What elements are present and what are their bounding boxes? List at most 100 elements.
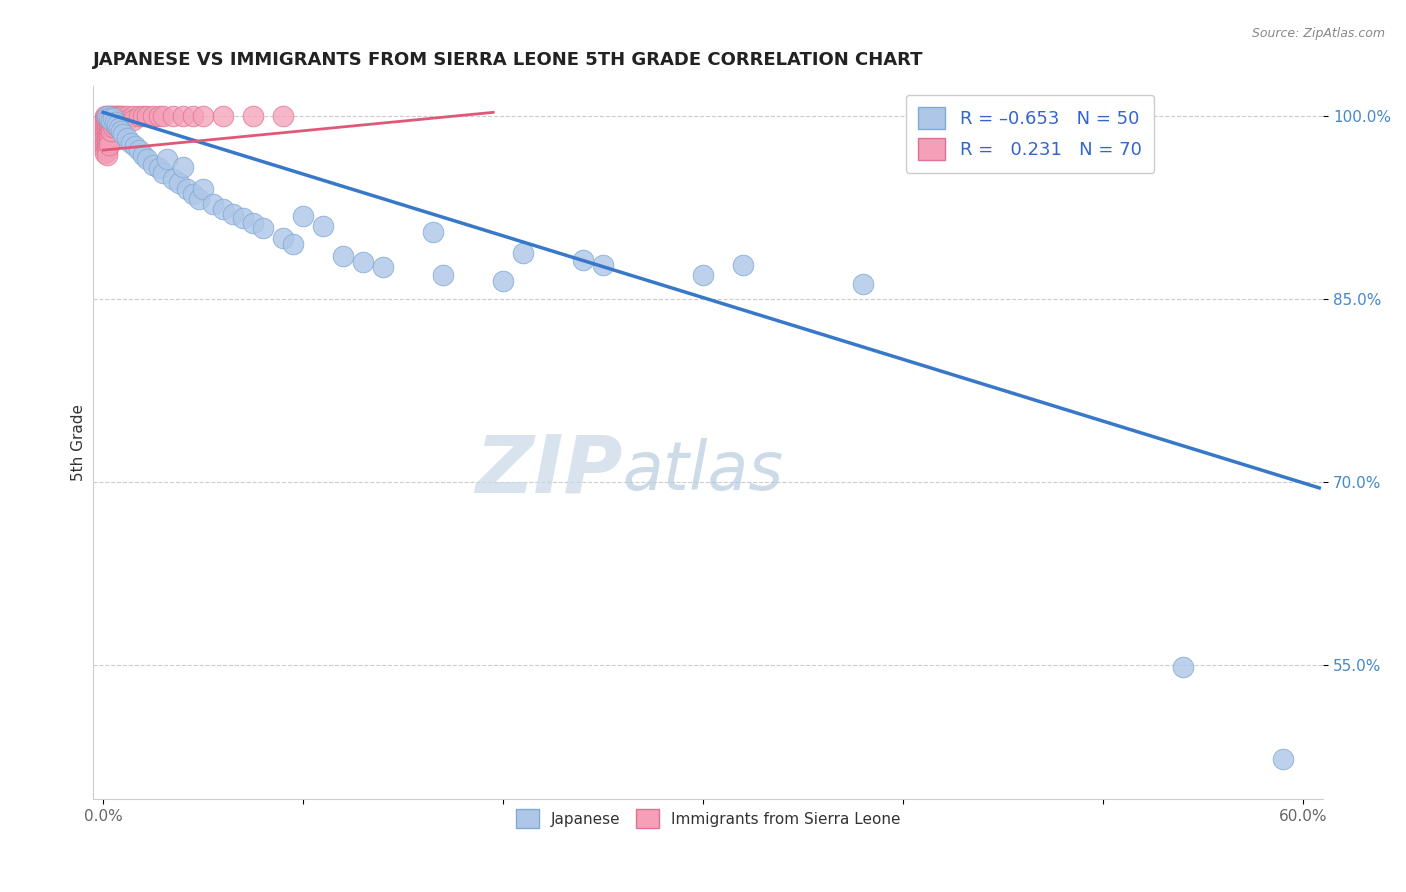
Point [271, 109, 294, 123]
Point [98, 109, 121, 123]
Point [152, 166, 174, 180]
Point [105, 109, 128, 123]
Point [142, 109, 165, 123]
Point [422, 225, 444, 239]
Point [94, 123, 117, 137]
Point [181, 187, 204, 202]
Point [128, 143, 150, 157]
Point [104, 112, 127, 127]
Point [94, 145, 117, 160]
Point [271, 231, 294, 245]
Point [96, 122, 118, 136]
Point [193, 109, 215, 123]
Point [108, 114, 131, 128]
Point [103, 120, 125, 134]
Text: JAPANESE VS IMMIGRANTS FROM SIERRA LEONE 5TH GRADE CORRELATION CHART: JAPANESE VS IMMIGRANTS FROM SIERRA LEONE… [93, 51, 924, 69]
Point [181, 109, 204, 123]
Point [94, 112, 117, 126]
Point [172, 160, 194, 174]
Point [733, 258, 755, 272]
Point [108, 109, 131, 123]
Point [692, 268, 714, 282]
Point [162, 172, 184, 186]
Point [352, 255, 374, 269]
Point [188, 192, 211, 206]
Point [100, 123, 122, 137]
Point [94, 131, 117, 145]
Point [115, 109, 138, 123]
Point [162, 109, 184, 123]
Point [94, 114, 117, 128]
Point [122, 112, 145, 127]
Point [98, 112, 121, 127]
Point [128, 109, 150, 123]
Point [96, 141, 118, 155]
Point [94, 128, 117, 142]
Point [136, 109, 159, 123]
Point [96, 126, 118, 140]
Point [222, 206, 245, 220]
Point [98, 131, 121, 145]
Point [98, 123, 121, 137]
Point [100, 120, 122, 134]
Point [242, 216, 264, 230]
Point [96, 119, 118, 133]
Point [96, 148, 118, 162]
Point [112, 112, 135, 127]
Point [96, 109, 118, 123]
Point [105, 112, 128, 127]
Point [156, 152, 179, 166]
Point [1173, 660, 1195, 674]
Point [100, 112, 122, 127]
Point [1272, 751, 1295, 765]
Point [104, 118, 127, 132]
Point [103, 116, 125, 130]
Point [104, 115, 127, 129]
Point [103, 109, 125, 123]
Point [105, 118, 128, 132]
Point [142, 158, 165, 172]
Point [332, 249, 354, 263]
Point [98, 135, 121, 149]
Point [96, 129, 118, 144]
Point [283, 237, 305, 252]
Point [112, 109, 135, 123]
Legend: Japanese, Immigrants from Sierra Leone: Japanese, Immigrants from Sierra Leone [510, 803, 907, 834]
Point [148, 109, 170, 123]
Point [432, 268, 454, 282]
Point [592, 258, 614, 272]
Point [96, 136, 118, 151]
Text: atlas: atlas [621, 438, 783, 504]
Point [108, 121, 131, 136]
Point [98, 128, 121, 142]
Point [96, 133, 118, 147]
Point [110, 109, 132, 123]
Point [96, 145, 118, 159]
Point [136, 152, 159, 166]
Point [252, 221, 274, 235]
Point [132, 148, 155, 162]
Point [148, 161, 170, 176]
Point [94, 135, 117, 149]
Point [94, 118, 117, 132]
Point [242, 109, 264, 123]
Point [193, 182, 215, 196]
Point [292, 209, 315, 223]
Point [103, 112, 125, 127]
Point [110, 112, 132, 127]
Point [94, 142, 117, 156]
Point [492, 274, 515, 288]
Point [98, 112, 121, 126]
Point [112, 128, 135, 142]
Point [202, 196, 225, 211]
Point [122, 109, 145, 123]
Point [100, 112, 122, 127]
Point [132, 109, 155, 123]
Point [152, 109, 174, 123]
Point [572, 252, 595, 267]
Point [100, 116, 122, 130]
Point [373, 260, 395, 275]
Point [96, 112, 118, 126]
Point [512, 245, 534, 260]
Point [124, 139, 146, 153]
